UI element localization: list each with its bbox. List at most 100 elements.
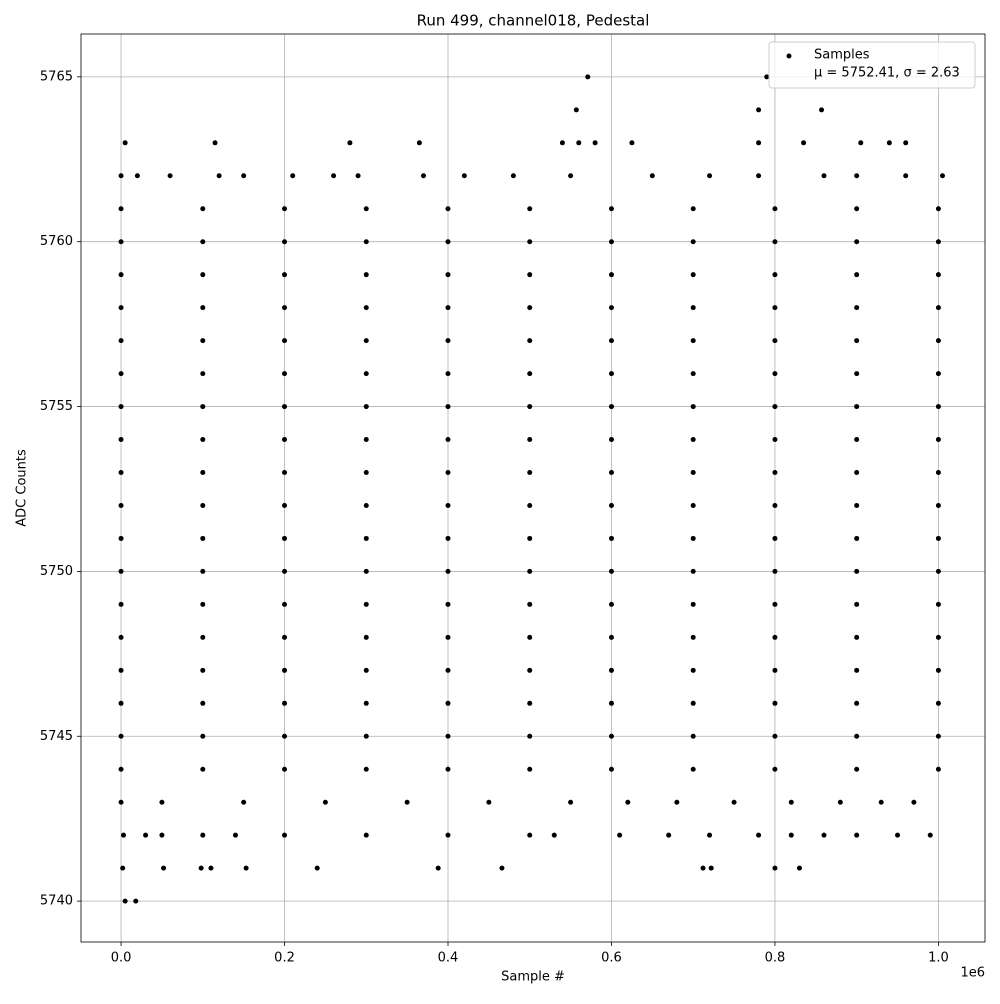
point bbox=[118, 470, 124, 476]
point bbox=[772, 206, 778, 212]
point bbox=[161, 865, 167, 871]
x-axis-label: Sample # bbox=[501, 970, 565, 985]
point bbox=[772, 338, 778, 344]
point bbox=[772, 634, 778, 640]
point bbox=[608, 634, 614, 640]
point bbox=[927, 832, 933, 838]
point bbox=[935, 733, 941, 739]
point bbox=[200, 404, 206, 410]
point bbox=[282, 338, 288, 344]
point bbox=[690, 700, 696, 706]
point bbox=[445, 502, 451, 508]
point bbox=[118, 173, 124, 179]
point bbox=[772, 700, 778, 706]
point bbox=[608, 437, 614, 443]
point bbox=[118, 733, 124, 739]
point bbox=[772, 568, 778, 574]
point bbox=[854, 568, 860, 574]
point bbox=[772, 733, 778, 739]
point bbox=[118, 437, 124, 443]
point bbox=[801, 140, 807, 146]
point bbox=[764, 74, 770, 80]
point bbox=[200, 272, 206, 278]
point bbox=[707, 173, 713, 179]
point bbox=[854, 437, 860, 443]
point bbox=[772, 371, 778, 377]
point bbox=[527, 437, 533, 443]
point bbox=[282, 568, 288, 574]
point bbox=[527, 305, 533, 311]
point bbox=[527, 470, 533, 476]
point bbox=[282, 371, 288, 377]
point bbox=[363, 239, 369, 245]
point bbox=[772, 437, 778, 443]
point bbox=[854, 272, 860, 278]
point bbox=[854, 832, 860, 838]
point bbox=[608, 272, 614, 278]
point bbox=[854, 766, 860, 772]
point bbox=[527, 239, 533, 245]
point bbox=[355, 173, 361, 179]
point bbox=[772, 535, 778, 541]
plot-frame bbox=[80, 33, 986, 943]
x-tick-label: 0.4 bbox=[438, 951, 459, 966]
point bbox=[282, 239, 288, 245]
x-tick-label: 0.8 bbox=[765, 951, 786, 966]
point bbox=[133, 898, 139, 904]
point bbox=[690, 239, 696, 245]
point bbox=[935, 239, 941, 245]
point bbox=[772, 865, 778, 871]
point bbox=[121, 832, 127, 838]
point bbox=[445, 404, 451, 410]
point bbox=[363, 766, 369, 772]
point bbox=[118, 799, 124, 805]
point bbox=[363, 338, 369, 344]
point bbox=[363, 437, 369, 443]
point bbox=[772, 766, 778, 772]
point bbox=[854, 173, 860, 179]
point bbox=[200, 470, 206, 476]
point bbox=[200, 634, 206, 640]
point bbox=[592, 140, 598, 146]
point bbox=[935, 338, 941, 344]
point bbox=[445, 700, 451, 706]
point bbox=[666, 832, 672, 838]
point bbox=[322, 799, 328, 805]
x-tick-label: 1.0 bbox=[928, 951, 949, 966]
point bbox=[527, 667, 533, 673]
point bbox=[608, 535, 614, 541]
point bbox=[935, 272, 941, 278]
point bbox=[200, 371, 206, 377]
point bbox=[527, 700, 533, 706]
point bbox=[216, 173, 222, 179]
point bbox=[159, 799, 165, 805]
point bbox=[935, 601, 941, 607]
point bbox=[935, 502, 941, 508]
point bbox=[445, 305, 451, 311]
point bbox=[445, 601, 451, 607]
point bbox=[282, 470, 288, 476]
point bbox=[935, 667, 941, 673]
point bbox=[527, 338, 533, 344]
point bbox=[527, 733, 533, 739]
y-axis-label: ADC Counts bbox=[15, 449, 30, 527]
point bbox=[772, 502, 778, 508]
point bbox=[935, 437, 941, 443]
point bbox=[200, 733, 206, 739]
point bbox=[200, 568, 206, 574]
point bbox=[282, 601, 288, 607]
point bbox=[282, 404, 288, 410]
point bbox=[608, 206, 614, 212]
point bbox=[608, 700, 614, 706]
point bbox=[707, 832, 713, 838]
point bbox=[314, 865, 320, 871]
point bbox=[198, 865, 204, 871]
point bbox=[854, 338, 860, 344]
point bbox=[935, 700, 941, 706]
point bbox=[625, 799, 631, 805]
point bbox=[772, 667, 778, 673]
point bbox=[854, 700, 860, 706]
x-tick-label: 0.2 bbox=[274, 951, 295, 966]
